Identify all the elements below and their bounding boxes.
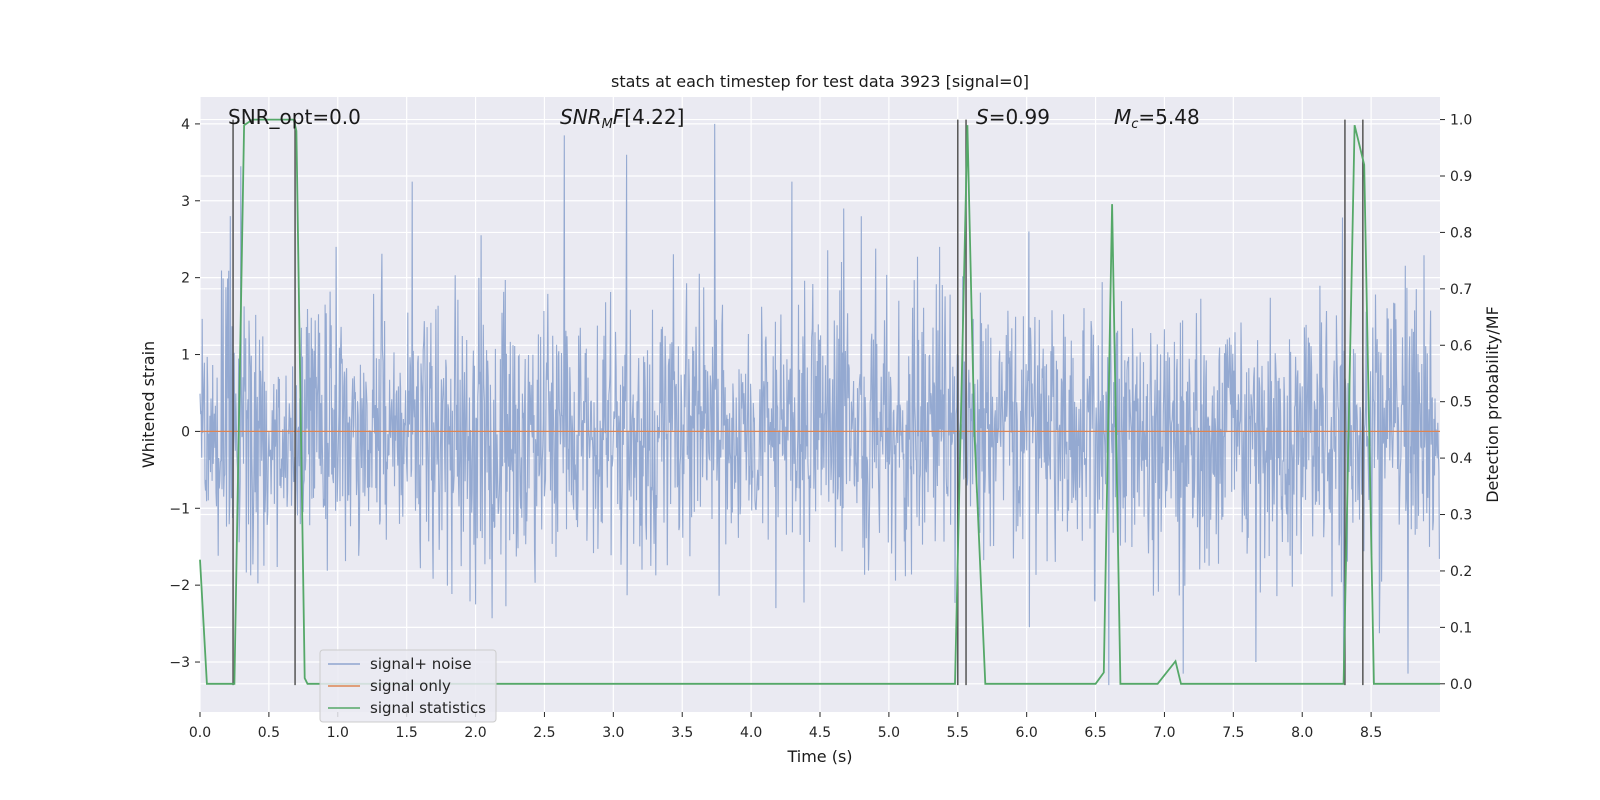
legend-label-signal-only: signal only [370,677,451,695]
statistics-line [199,118,1440,685]
legend-box [319,649,497,723]
left-tick-label-6: 3 [181,194,190,210]
annotation-snr-mf-value: [4.22] [624,105,684,129]
noise-line [199,123,1440,686]
annotation-s-value: =0.99 [989,105,1050,129]
left-tick-label-7: 4 [181,117,190,133]
right-tick-label-10: 1.0 [1450,113,1472,129]
right-tick-label-9: 0.9 [1450,169,1472,185]
x-tick-label-13: 6.5 [1084,725,1106,741]
x-tick-label-14: 7.0 [1153,725,1175,741]
left-tick-label-0: −3 [169,655,190,671]
x-tick-label-7: 3.5 [671,725,693,741]
annotation-snr-mf: SNRMF[4.22] [560,105,684,132]
left-tick-label-4: 1 [181,348,190,364]
left-y-axis: −3 −2 −1 0 1 2 3 4 [169,117,200,671]
legend-label-signal-statistics: signal statistics [370,699,486,717]
annotation-mc-value: =5.48 [1138,105,1199,129]
legend-label-signal-plus-noise: signal+ noise [370,655,472,673]
legend: signal+ noise signal only signal statist… [319,649,497,723]
x-axis: 0.0 0.5 1.0 1.5 2.0 2.5 3.0 3.5 4.0 4.5 5.0 5.5 6.0 6… [189,712,1382,741]
x-tick-label-6: 3.0 [602,725,624,741]
x-tick-label-3: 1.5 [396,725,418,741]
right-tick-label-2: 0.2 [1450,564,1472,580]
left-tick-label-5: 2 [181,271,190,287]
x-tick-label-12: 6.0 [1016,725,1038,741]
right-y-axis: 0.0 0.1 0.2 0.3 0.4 0.5 0.6 0.7 0.8 0.9 1.0 [1440,113,1472,693]
right-tick-label-6: 0.6 [1450,338,1472,354]
x-tick-label-15: 7.5 [1222,725,1244,741]
x-tick-label-4: 2.0 [464,725,486,741]
left-tick-label-3: 0 [181,424,190,440]
left-tick-label-1: −2 [169,578,190,594]
left-tick-label-2: −1 [169,501,190,517]
right-tick-label-0: 0.0 [1450,677,1472,693]
x-tick-label-10: 5.0 [878,725,900,741]
x-tick-label-0: 0.0 [189,725,211,741]
right-tick-label-5: 0.5 [1450,395,1472,411]
x-tick-label-2: 1.0 [327,725,349,741]
x-tick-label-11: 5.5 [947,725,969,741]
y-axis-label: Whitened strain [139,341,158,468]
x-tick-label-16: 8.0 [1291,725,1313,741]
x-tick-label-8: 4.0 [740,725,762,741]
right-tick-label-3: 0.3 [1450,508,1472,524]
right-tick-label-8: 0.8 [1450,225,1472,241]
x-tick-label-17: 8.5 [1360,725,1382,741]
x-tick-label-9: 4.5 [809,725,831,741]
x-tick-label-5: 2.5 [533,725,555,741]
x-tick-label-1: 0.5 [258,725,280,741]
right-tick-label-7: 0.7 [1450,282,1472,298]
annotation-mc: Mc=5.48 [1114,105,1200,132]
annotation-snr-opt: SNR_opt=0.0 [228,105,361,129]
annotation-s: S=0.99 [976,105,1050,129]
series-signal-statistics [199,118,1440,685]
right-tick-label-1: 0.1 [1450,620,1472,636]
right-tick-label-4: 0.4 [1450,451,1472,467]
right-y-axis-label: Detection probability/MF [1483,306,1502,503]
x-axis-label: Time (s) [786,747,852,766]
series-signal-plus-noise [199,123,1440,686]
chart-title: stats at each timestep for test data 392… [611,72,1029,91]
